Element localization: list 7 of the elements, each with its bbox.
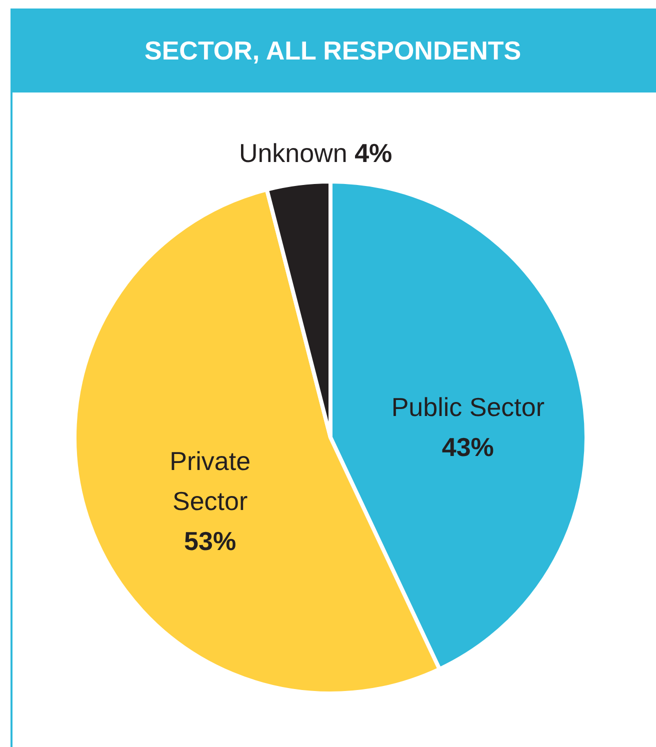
chart-title: SECTOR, ALL RESPONDENTS [144,36,522,66]
data-label: 43% [442,432,494,462]
slice-label: Public Sector [391,392,545,422]
slice-label: Unknown [238,138,348,168]
slice-label: Private Sector [170,446,251,516]
data-label: 4% [354,138,392,168]
data-label: 53% [184,526,236,556]
